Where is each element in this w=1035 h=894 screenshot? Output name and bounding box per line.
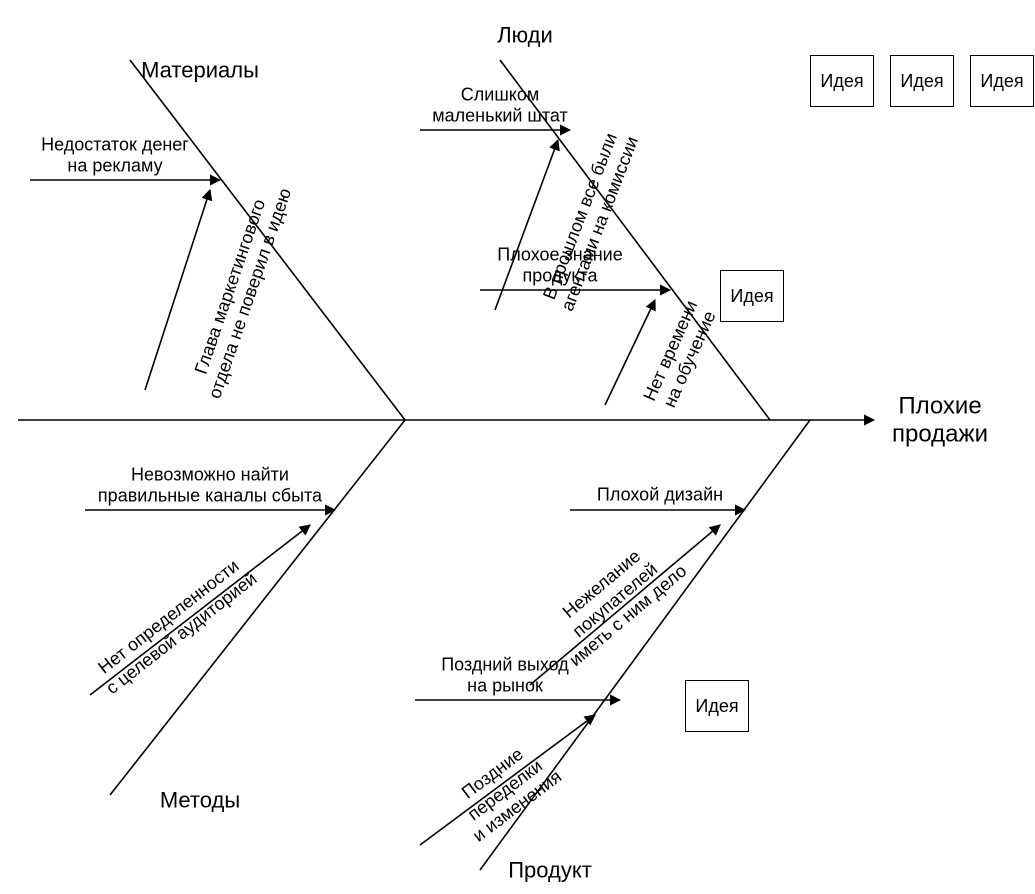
category-label-product: Продукт xyxy=(508,857,592,882)
cause-label: Поздний выход на рынок xyxy=(441,654,569,695)
idea-box: Идея xyxy=(685,680,749,732)
effect-label: Плохие продажи xyxy=(892,392,988,447)
category-label-methods: Методы xyxy=(160,787,240,812)
cause-label: Слишком маленький штат xyxy=(432,84,568,125)
cause-label: Плохое знание продукта xyxy=(497,244,622,285)
idea-box: Идея xyxy=(970,55,1034,107)
category-label-materials: Материалы xyxy=(141,57,259,82)
idea-box: Идея xyxy=(720,270,784,322)
cause-label: Невозможно найти правильные каналы сбыта xyxy=(98,464,322,505)
idea-box: Идея xyxy=(810,55,874,107)
idea-box: Идея xyxy=(890,55,954,107)
fishbone-diagram: Плохие продажи Материалы Люди Методы Продукт… xyxy=(0,0,1035,894)
cause-label: Недостаток денег на рекламу xyxy=(41,134,189,175)
category-label-people: Люди xyxy=(497,22,553,47)
cause-label: Плохой дизайн xyxy=(597,485,723,506)
